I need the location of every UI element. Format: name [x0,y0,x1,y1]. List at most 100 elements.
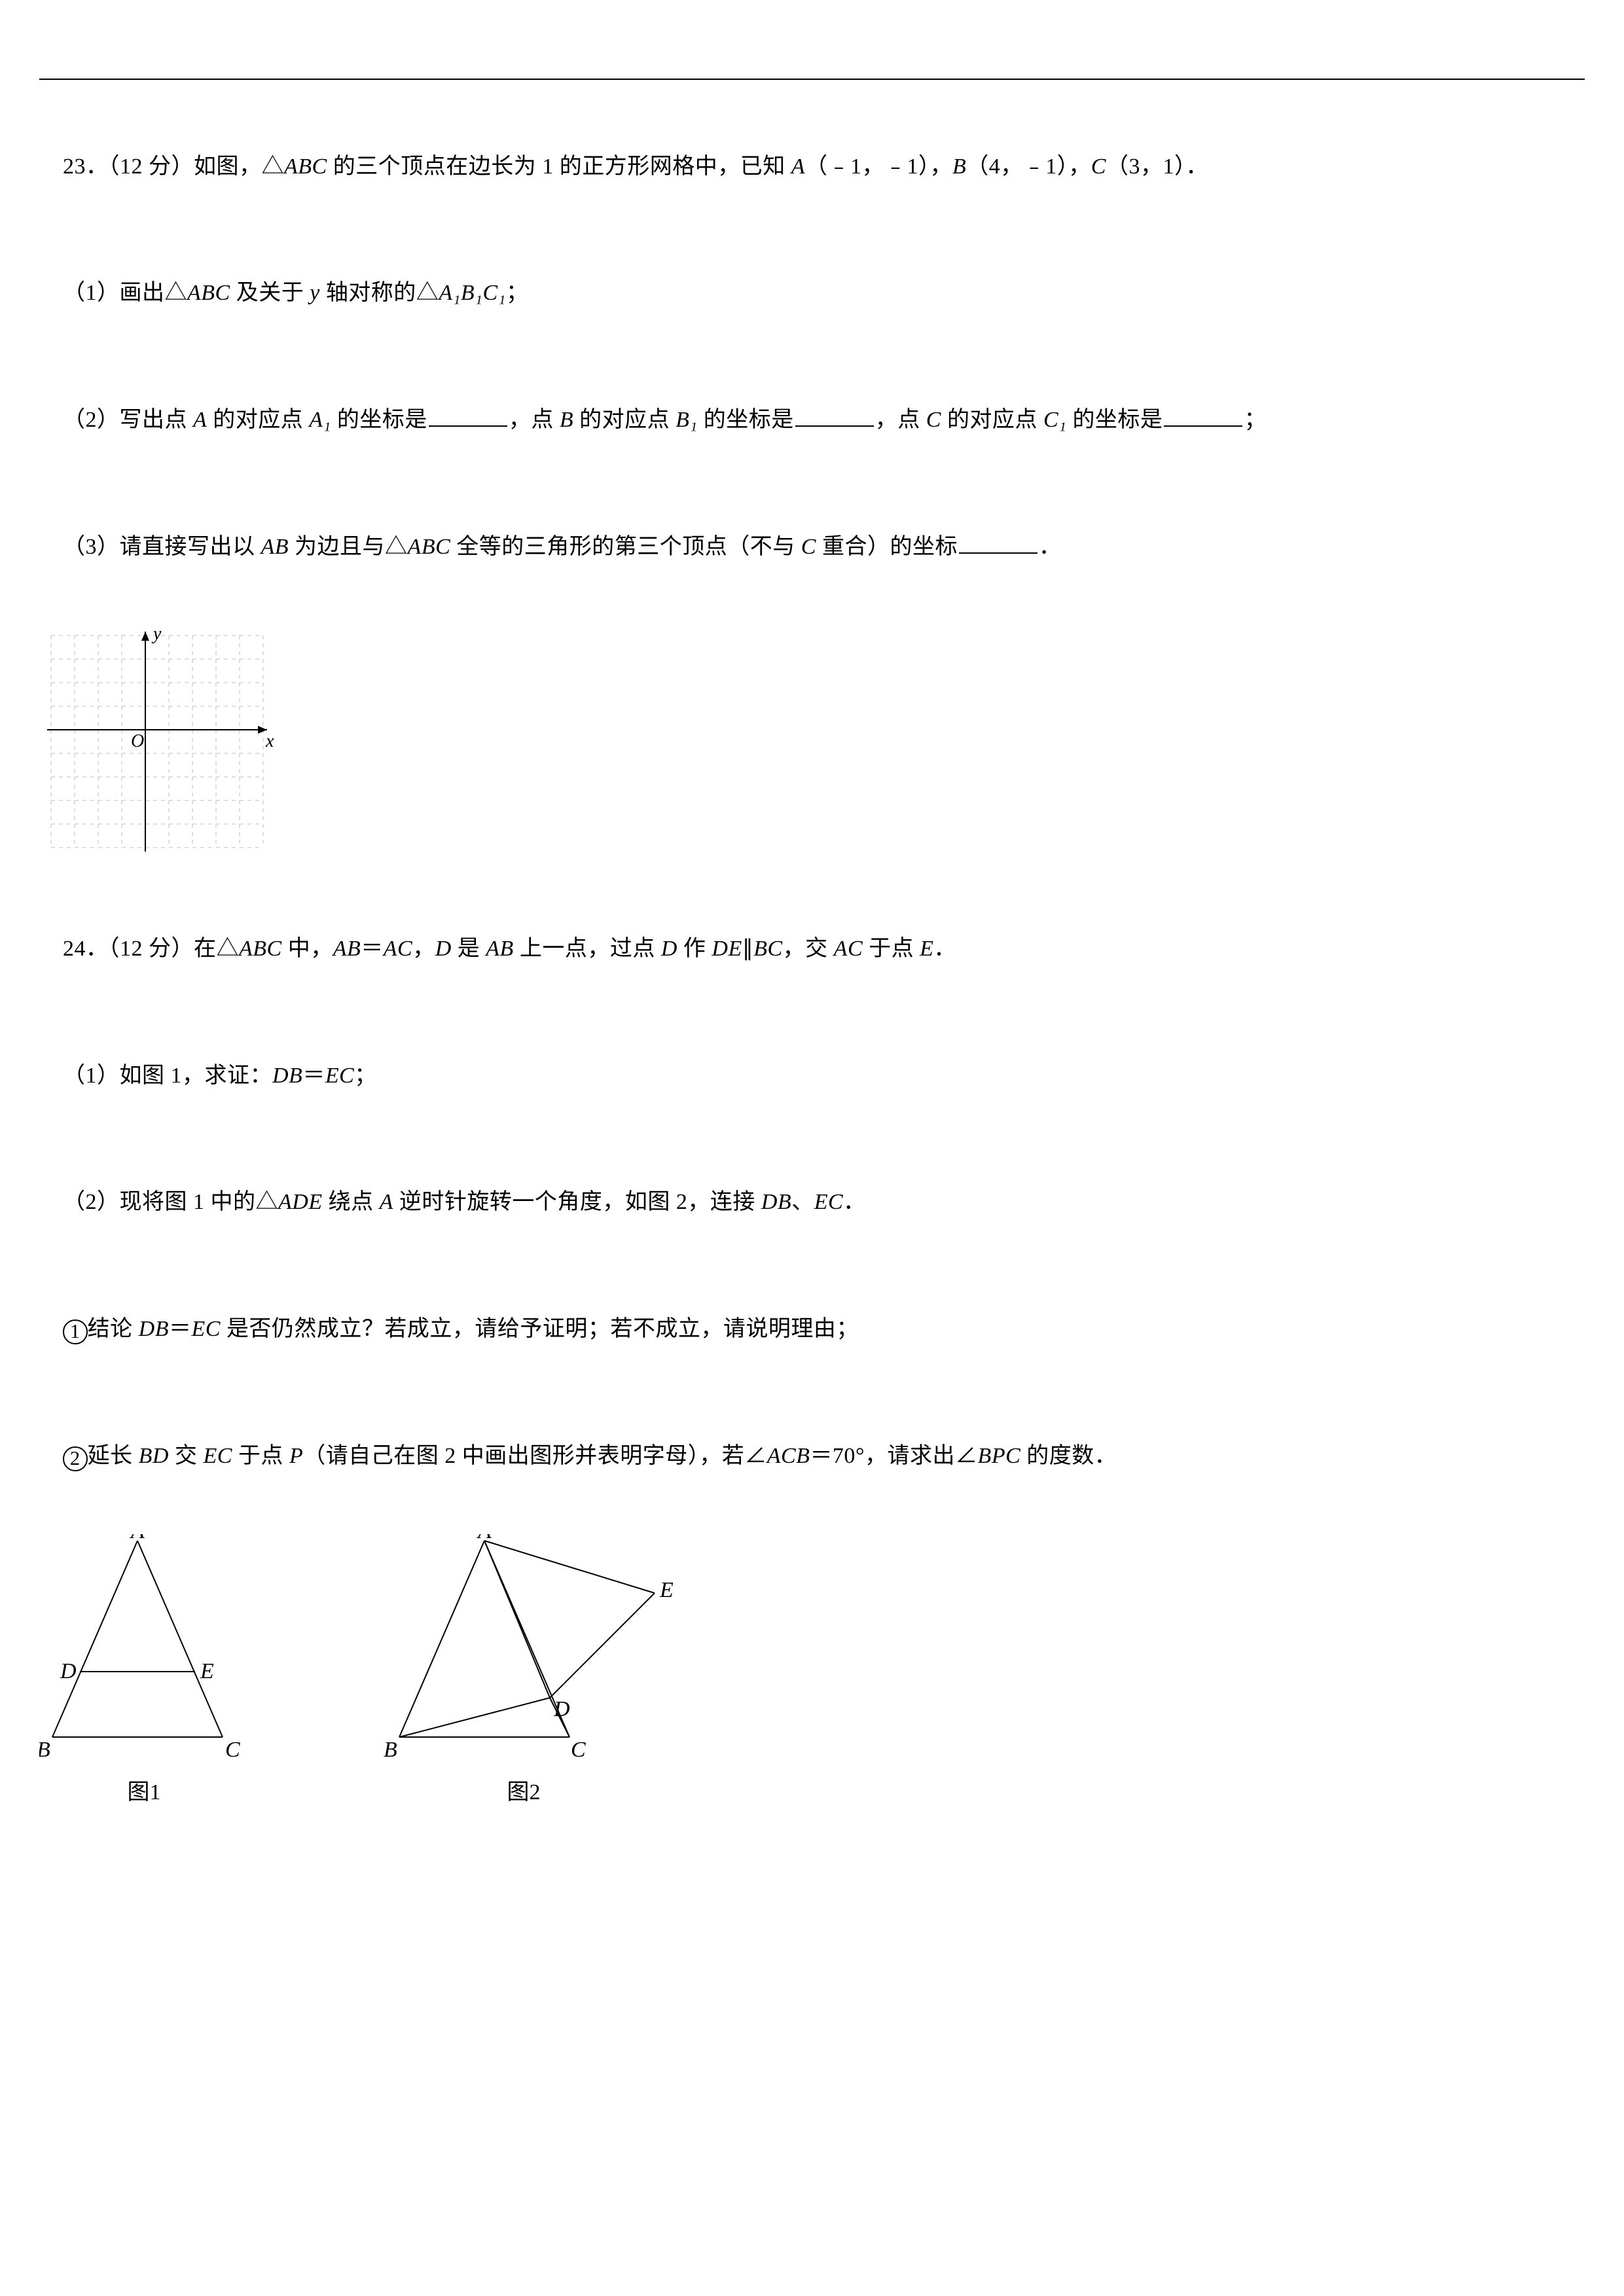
q24-ABC: ABC [239,937,282,961]
q24-c2-pre: 延长 [88,1444,139,1468]
q24-c2-P: P [289,1444,303,1468]
q24-p2-pre: （2）现将图 1 中的△ [63,1190,278,1214]
q24-c1-EC: EC [191,1317,220,1341]
svg-text:E: E [659,1578,674,1602]
fig1-svg: ABCDE [39,1534,249,1770]
q23-A1B1C1: A₁B₁C₁ [439,281,506,305]
q24-c1-pre: 结论 [88,1317,139,1341]
q23-p2-m2b: 的坐标是 [698,408,794,432]
grid-svg: Oyx [39,624,275,859]
svg-text:E: E [200,1659,214,1683]
q24-par: ∥ [742,937,754,961]
q23-p: ． [1185,154,1208,179]
q24-t7: ，交 [783,937,834,961]
q24-c1-mid: 是否仍然成立？若成立，请给予证明；若不成立，请说明理由； [221,1317,859,1341]
svg-text:A: A [130,1534,145,1543]
q23-coordB: （4，﹣1） [966,154,1068,179]
q23-p2-m1c: 的对应点 [941,408,1043,432]
fig1-caption: 图1 [39,1774,249,1806]
q24-eq: ＝ [361,937,384,961]
blank-vertex [959,530,1038,554]
circled-1-icon: 1 [63,1319,88,1344]
fig2-wrap: ABCDE 图2 [367,1534,681,1806]
q23-p2-m1: 的对应点 [207,408,309,432]
q24-c2-m3: ，若∠ [699,1444,767,1468]
q24-AC2: AC [834,937,863,961]
q24-D2: D [661,937,677,961]
q24-c2-m1: 交 [169,1444,204,1468]
top-rule [39,79,1585,80]
q24-points: （12 分） [109,937,194,961]
q23-points: （12 分） [109,154,194,179]
svg-text:C: C [225,1738,240,1762]
q23-p3-pre: （3）请直接写出以 [63,535,261,559]
q24-E: E [920,937,933,961]
q23-C: C [1091,154,1106,179]
svg-text:A: A [477,1534,492,1543]
q23-p2-semi: ； [1244,408,1267,432]
q23-p2-c1: ， [509,408,532,432]
q23-p3-dot: ． [1039,535,1062,559]
q23-p2-C: C [926,408,941,432]
q24-c2-end: 的度数． [1020,1444,1117,1468]
q24-t6: 作 [677,937,712,961]
q23-p3-suf: 全等的三角形的第三个顶点（不与 [450,535,801,559]
q24-c2-BPC: BPC [978,1444,1021,1468]
q24-p1-semi: ； [354,1064,377,1088]
q23-part3: （3）请直接写出以 AB 为边且与△ABC 全等的三角形的第三个顶点（不与 C … [39,484,1585,611]
q23-p2-B: B [560,408,573,432]
q23-p2-t3: 点 [531,408,560,432]
q24-BC: BC [753,937,782,961]
svg-text:D: D [553,1697,570,1721]
q24-t5: 上一点，过点 [514,937,661,961]
q24-p1-pre: （1）如图 1，求证： [63,1064,272,1088]
svg-text:x: x [265,731,274,751]
q23-p2-t4: 点 [897,408,926,432]
q24-stem: 24．（12 分）在△ABC 中，AB＝AC，D 是 AB 上一点，过点 D 作… [39,886,1585,1013]
q23-part2: （2）写出点 A 的对应点 A₁ 的坐标是，点 B 的对应点 B₁ 的坐标是，点… [39,357,1585,484]
q24-t8: 于点 [863,937,920,961]
q23-c2: ， [1068,154,1091,179]
fig2-caption: 图2 [367,1774,681,1806]
q23-p2-m2: 的坐标是 [331,408,427,432]
q23-p2-C1: C₁ [1043,408,1067,432]
q24-p2-suf: 逆时针旋转一个角度，如图 2，连接 [393,1190,761,1214]
q24-number: 24． [63,937,109,961]
q24-part1: （1）如图 1，求证：DB＝EC； [39,1013,1585,1139]
svg-text:C: C [571,1738,586,1762]
q23-p3-end: 重合）的坐标 [816,535,958,559]
q24-t3: ， [412,937,435,961]
q23-p1-pre: （1）画出△ [63,281,187,305]
q24-figures: ABCDE 图1 ABCDE 图2 [39,1534,1585,1806]
q23-p1-y: y [310,281,320,305]
blank-A1 [429,403,507,427]
q23-p1-semi: ； [506,281,529,305]
q24-p2-ADE: ADE [278,1190,323,1214]
q24-p2-dun: 、 [791,1190,814,1214]
q24-p2-DB: DB [761,1190,791,1214]
q24-t1: 在△ [194,937,239,961]
q23-p3-AB: AB [261,535,289,559]
q23-p2-A: A [193,408,207,432]
q24-c2-BD: BD [139,1444,169,1468]
q24-c2-paren: （请自己在图 2 中画出图形并表明字母） [303,1444,699,1468]
q23-number: 23． [63,154,109,179]
q23-p2-A1: A₁ [309,408,331,432]
q24-D: D [435,937,452,961]
svg-text:y: y [151,624,162,644]
q24-p2-EC: EC [814,1190,843,1214]
fig1-wrap: ABCDE 图1 [39,1534,249,1806]
q23-p2-m1b: 的对应点 [573,408,676,432]
q23-p3-C: C [801,535,816,559]
q24-AB2: AB [486,937,514,961]
q24-c2-m2: 于点 [232,1444,289,1468]
q24-c2-ACB: ACB [767,1444,810,1468]
q24-AB: AB [333,937,361,961]
blank-B1 [795,403,874,427]
q24-c2-EC: EC [203,1444,232,1468]
q23-p3-mid: 为边且与△ [289,535,408,559]
q24-t2: 中， [282,937,333,961]
q23-p2-c2: ， [875,408,898,432]
svg-text:B: B [39,1738,50,1762]
q24-p2-A: A [380,1190,393,1214]
